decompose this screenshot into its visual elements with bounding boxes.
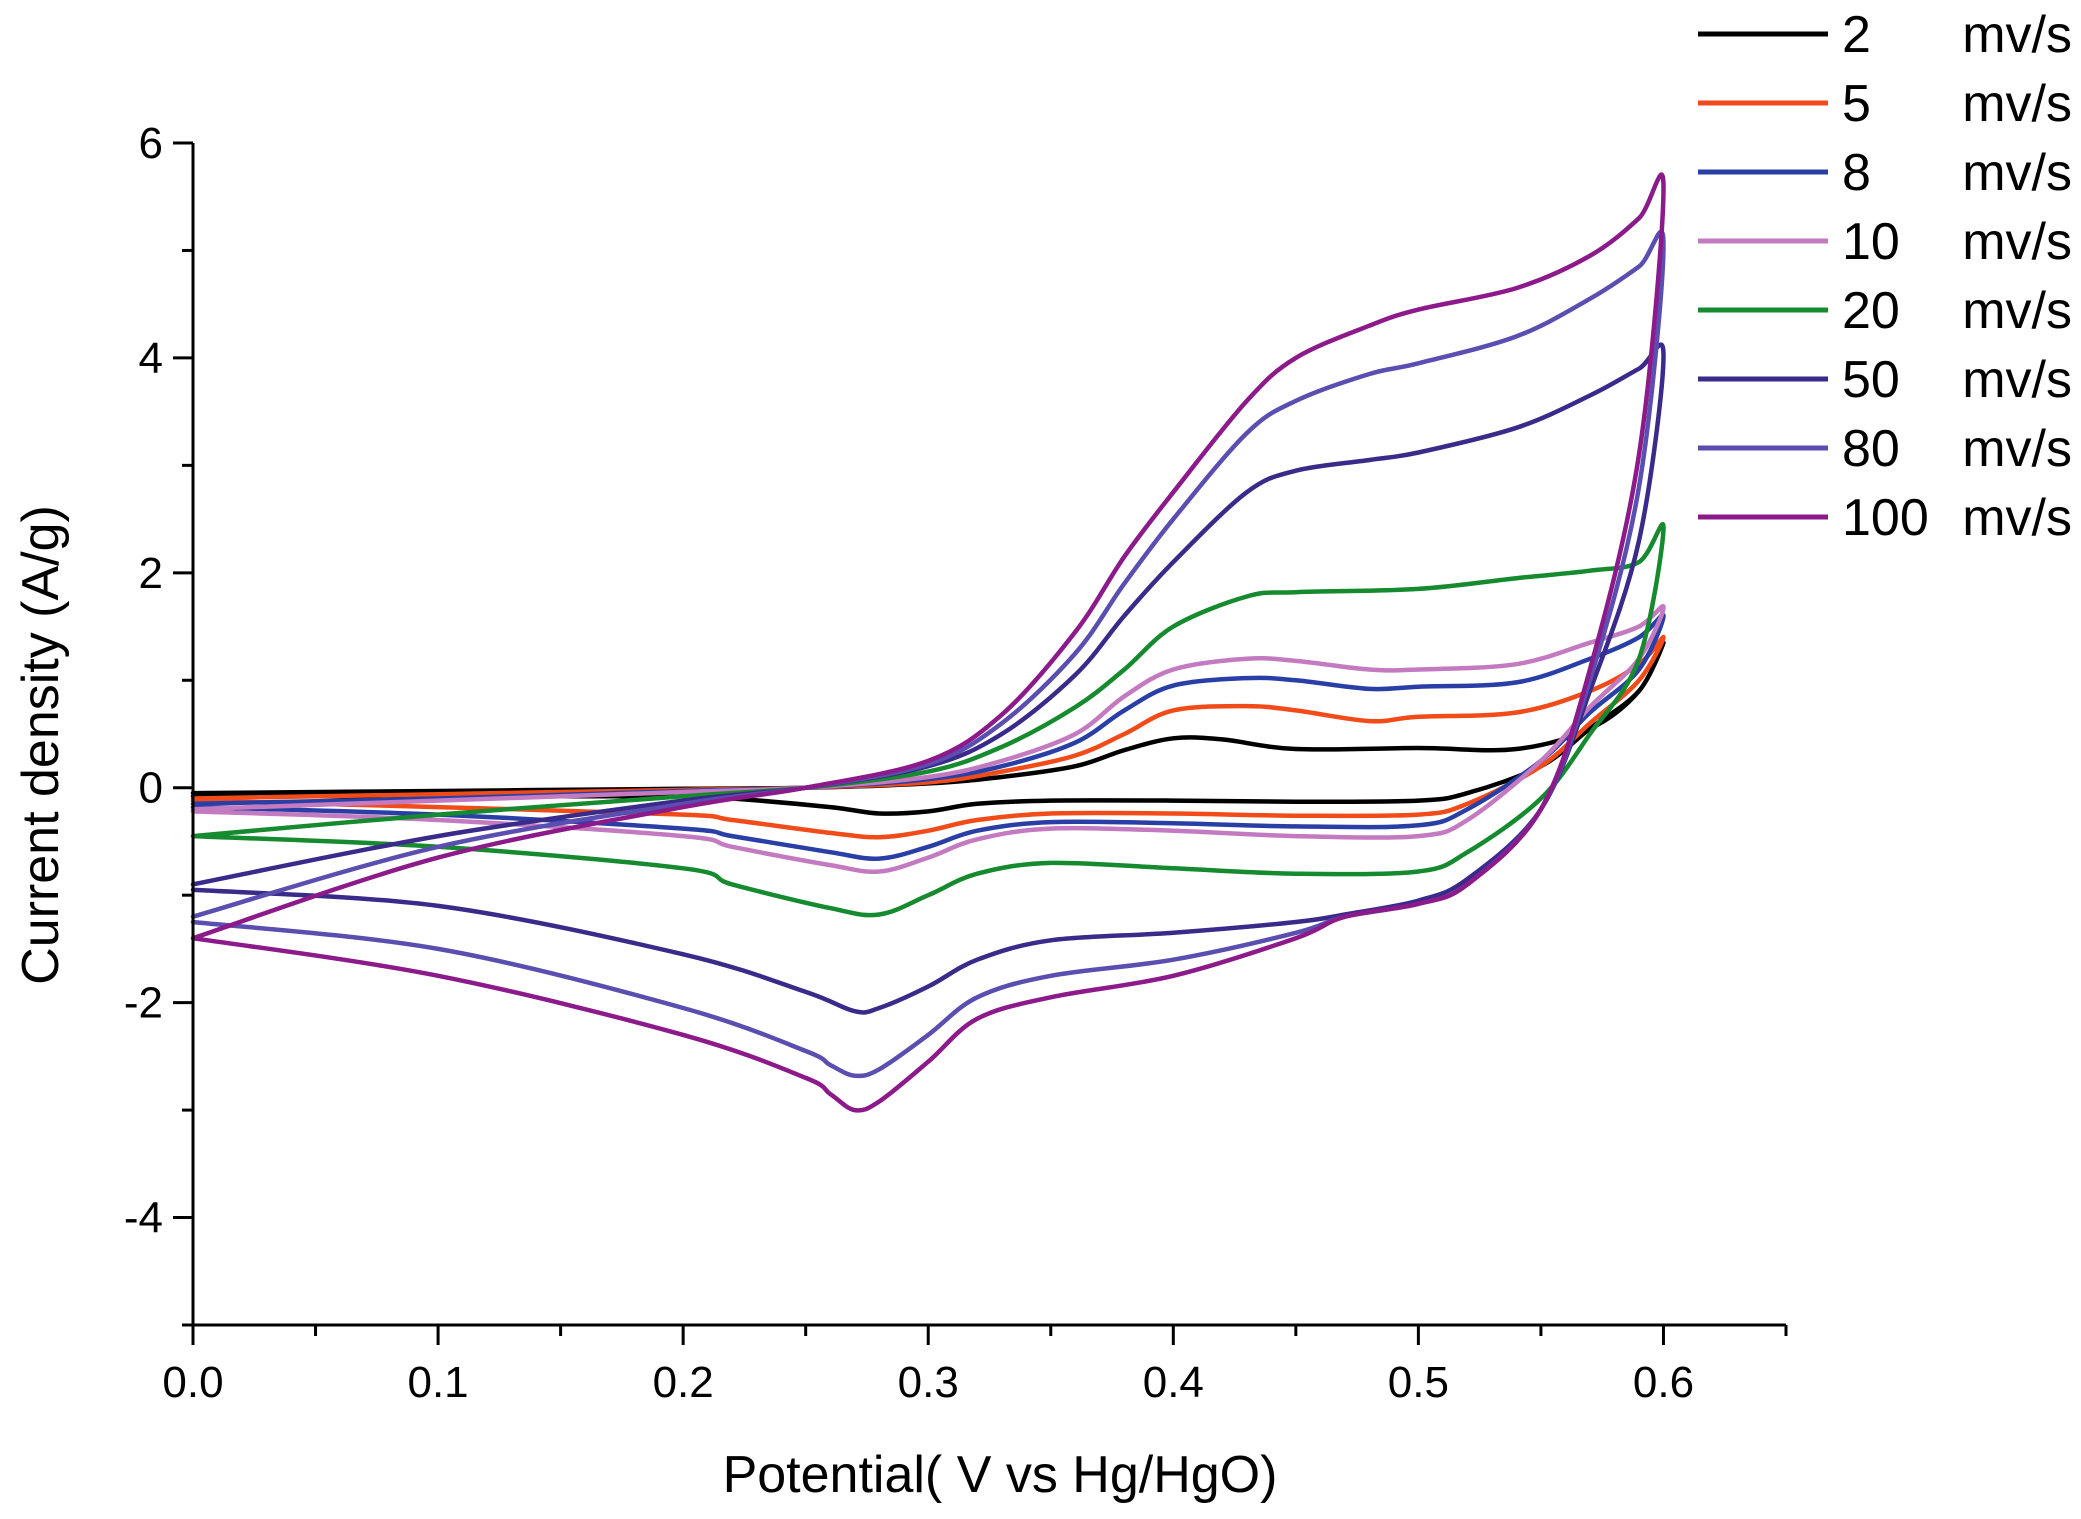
axes: 0.0 0.1 0.2 0.3 0.4 0.5 0.6 -4 -2 0 2 4 6: [124, 119, 1788, 1407]
legend-label-unit: mv/s: [1962, 420, 2072, 478]
legend-label-value: 80: [1842, 420, 1900, 478]
x-tick-label: 0.0: [162, 1358, 223, 1407]
series-line-80-mvs: [190, 229, 1666, 1079]
legend: 2 mv/s 5 mv/s 8 mv/s 10 mv/s 20 mv/s 50 mv/s 80 mv/s 1…: [1698, 6, 2072, 547]
y-tick-label: -2: [124, 979, 163, 1028]
plot-lines: [190, 172, 1666, 1113]
series-line-100-mvs: [190, 172, 1666, 1113]
x-tick-label: 0.1: [407, 1358, 468, 1407]
legend-label-unit: mv/s: [1962, 144, 2072, 202]
legend-label-unit: mv/s: [1962, 75, 2072, 133]
legend-label-unit: mv/s: [1962, 282, 2072, 340]
legend-label-unit: mv/s: [1962, 6, 2072, 64]
series-line-20-mvs: [190, 522, 1666, 918]
y-tick-label: 4: [139, 334, 163, 383]
series-line-10-mvs: [190, 603, 1666, 875]
x-tick-label: 0.2: [653, 1358, 714, 1407]
x-tick-label: 0.3: [898, 1358, 959, 1407]
legend-label-value: 8: [1842, 144, 1871, 202]
series-line-50-mvs: [190, 342, 1666, 1015]
legend-label-unit: mv/s: [1962, 351, 2072, 409]
x-axis-title: Potential( V vs Hg/HgO): [723, 1446, 1278, 1504]
y-axis-title: Current density (A/g): [12, 505, 70, 985]
legend-label-value: 50: [1842, 351, 1900, 409]
y-ticks: -4 -2 0 2 4 6: [124, 119, 193, 1327]
legend-label-unit: mv/s: [1962, 489, 2072, 547]
legend-label-unit: mv/s: [1962, 213, 2072, 271]
y-tick-label: 2: [139, 549, 163, 598]
x-tick-label: 0.4: [1143, 1358, 1204, 1407]
legend-label-value: 20: [1842, 282, 1900, 340]
legend-label-value: 100: [1842, 489, 1929, 547]
x-tick-label: 0.6: [1633, 1358, 1694, 1407]
legend-label-value: 5: [1842, 75, 1871, 133]
series-line-5-mvs: [190, 635, 1666, 840]
legend-label-value: 2: [1842, 6, 1871, 64]
y-tick-label: -4: [124, 1194, 163, 1243]
legend-label-value: 10: [1842, 213, 1900, 271]
x-tick-label: 0.5: [1388, 1358, 1449, 1407]
x-ticks: 0.0 0.1 0.2 0.3 0.4 0.5 0.6: [162, 1325, 1788, 1407]
y-tick-label: 6: [139, 119, 163, 168]
y-tick-label: 0: [139, 764, 163, 813]
